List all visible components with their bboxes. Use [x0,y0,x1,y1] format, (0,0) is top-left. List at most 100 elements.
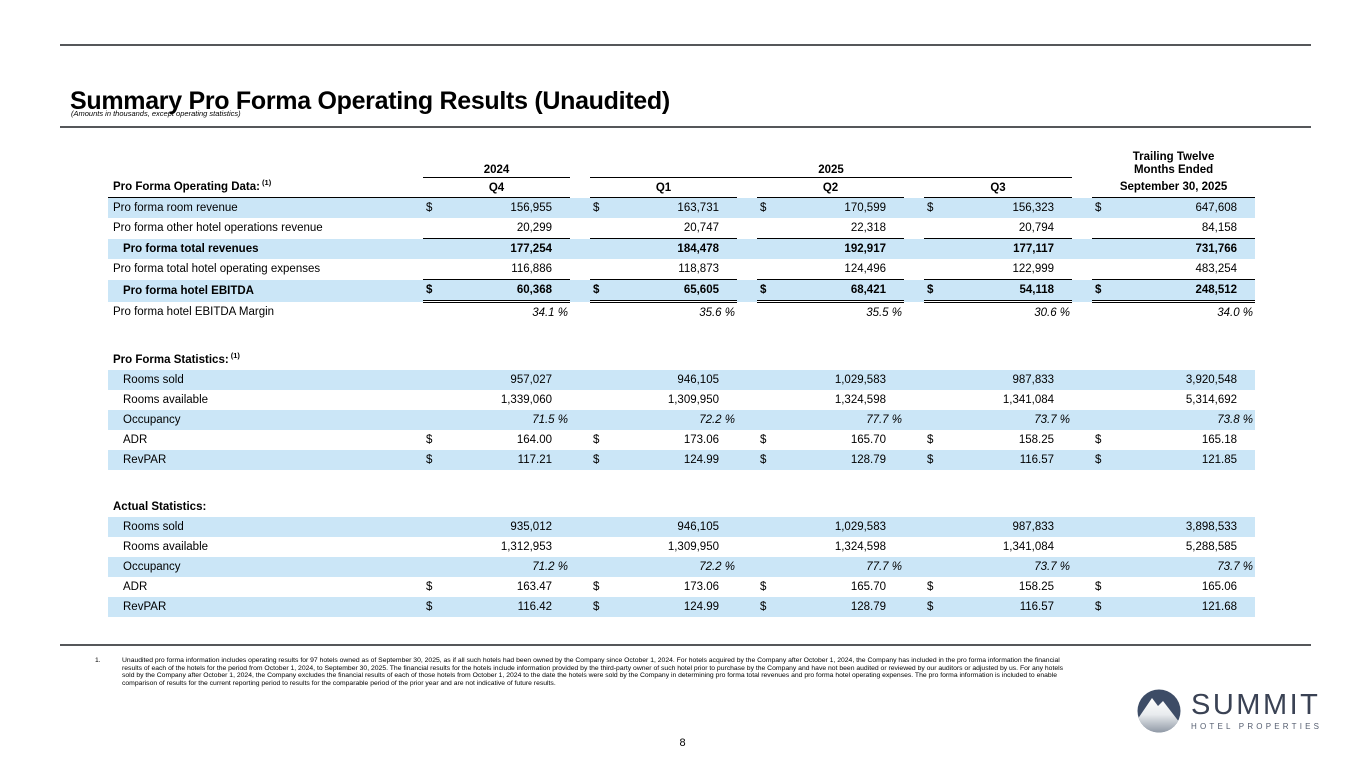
row-label: Occupancy [108,557,423,577]
header-divider [60,126,1311,128]
cell-number: 117.21 [517,454,552,466]
column-header: Q2 [757,177,904,198]
cell-number: 935,012 [510,521,552,533]
cell-value: $68,421 [757,279,904,303]
page-number: 8 [679,737,686,749]
column-gap [904,302,924,324]
cell-value: $116.57 [924,597,1073,617]
cell-number: 73.8 % [1217,414,1254,426]
column-gap [904,178,924,198]
footnote-text: Unaudited pro forma information includes… [122,657,1064,687]
cell-value: 73.8 % [1092,410,1256,430]
column-gap [737,410,757,430]
cell-value: $54,118 [924,279,1073,303]
column-gap [904,238,924,259]
cell-value: 124,496 [757,259,904,280]
row-label: ADR [123,434,148,446]
table-row: Rooms available 1,312,953 1,309,950 1,324,5… [108,537,1255,557]
column-gap [737,557,757,577]
cell-value: $165.06 [1092,577,1255,597]
section-header-row: Pro Forma Statistics: (1) [108,350,1255,370]
column-gap [904,537,924,557]
column-gap [1072,430,1092,450]
column-gap [737,218,757,239]
column-gap [904,279,924,302]
cell-number: 184,478 [677,243,719,255]
cell-value: $173.06 [590,430,737,450]
cell-number: 35.5 % [866,307,902,319]
cell-value: 946,105 [590,370,737,390]
column-gap [1072,218,1092,239]
column-gap [737,537,757,557]
column-gap [570,517,590,537]
cell-number: 128.79 [850,454,886,466]
cell-value: 22,318 [757,218,904,239]
column-gap [737,577,757,597]
cell-number: 987,833 [1012,374,1055,386]
cell-number: 1,029,583 [834,374,886,386]
row-label: Pro forma total revenues [108,238,423,259]
cell-number: 20,794 [1018,222,1055,234]
row-label: Pro forma hotel EBITDA [108,279,423,302]
cell-value: 483,254 [1092,259,1256,280]
column-header: September 30, 2025 [1092,177,1256,198]
cell-value: 118,873 [590,259,737,280]
footnote: 1. Unaudited pro forma information inclu… [95,657,1070,687]
column-gap [570,430,590,450]
cell-value: $164.00 [423,430,570,450]
cell-number: 84,158 [1201,222,1238,234]
cell-number: 946,105 [677,521,719,533]
cell-number: 158.25 [1018,434,1055,446]
cell-value: $124.99 [590,597,737,617]
cell-number: 122,999 [1012,263,1055,275]
cell-value: 77.7 % [757,410,904,430]
cell-value: 946,105 [590,517,737,537]
cell-number: 1,339,060 [500,394,552,406]
cell-number: 248,512 [1195,284,1238,296]
column-gap [1072,390,1092,410]
column-gap [570,178,590,198]
table-row: Occupancy 71.5 % 72.2 % 77.7 % 73.7 % 73.8 % [108,410,1256,430]
section-header-row: Actual Statistics: [108,497,1255,517]
cell-value: $156,955 [423,197,570,218]
column-gap [904,259,924,280]
cell-number: 1,324,598 [834,394,886,406]
cell-value: 84,158 [1092,218,1256,239]
year-header-row: 2024 2025 Trailing Twelve Months Ended [108,146,1255,178]
cell-value: 1,324,598 [757,537,904,557]
cell-value: 122,999 [924,259,1073,280]
cell-number: 731,766 [1195,243,1238,255]
dollar-sign: $ [593,434,600,446]
cell-value: $647,608 [1092,197,1256,218]
cell-value: $65,605 [590,279,737,303]
row-group-header: Pro Forma Operating Data: (1) [108,177,423,198]
footnote-ref: (1) [228,351,240,361]
cell-value: 1,309,950 [590,537,737,557]
cell-number: 156,955 [510,202,552,214]
cell-number: 116,886 [511,263,552,275]
row-label: Pro forma other hotel operations revenue [113,222,323,235]
cell-number: 54,118 [1019,284,1055,296]
dollar-sign: $ [426,601,433,613]
cell-number: 1,309,950 [667,394,719,406]
cell-value: 731,766 [1092,238,1256,259]
column-gap [570,557,590,577]
column-gap [570,279,590,302]
cell-number: 164.00 [516,434,552,446]
cell-number: 124,496 [844,263,886,275]
column-gap [570,450,590,470]
cell-number: 1,341,084 [1002,541,1055,553]
cell-number: 1,341,084 [1002,394,1055,406]
dollar-sign: $ [426,581,433,593]
column-gap [1072,450,1093,470]
dollar-sign: $ [1095,581,1102,593]
cell-value: $163.47 [423,577,570,597]
dollar-sign: $ [1095,434,1102,446]
dollar-sign: $ [760,284,767,296]
table-row: Pro forma total revenues 177,254 184,478 19… [108,238,1256,259]
dollar-sign: $ [760,454,767,466]
column-gap [737,597,757,617]
cell-value: 177,254 [423,238,570,259]
cell-value: 3,920,548 [1092,370,1256,390]
page-subtitle: (Amounts in thousands, except operating … [71,109,241,118]
